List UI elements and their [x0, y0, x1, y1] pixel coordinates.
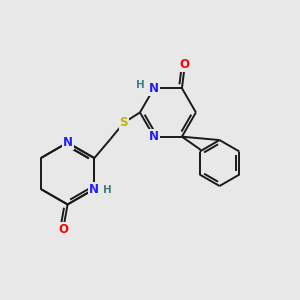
Text: H: H [103, 185, 112, 196]
Text: S: S [119, 116, 128, 129]
Text: N: N [89, 182, 99, 196]
Text: N: N [63, 136, 73, 149]
Text: O: O [58, 223, 68, 236]
Text: N: N [149, 82, 159, 95]
Text: H: H [136, 80, 145, 90]
Text: N: N [149, 130, 159, 143]
Text: O: O [180, 58, 190, 71]
